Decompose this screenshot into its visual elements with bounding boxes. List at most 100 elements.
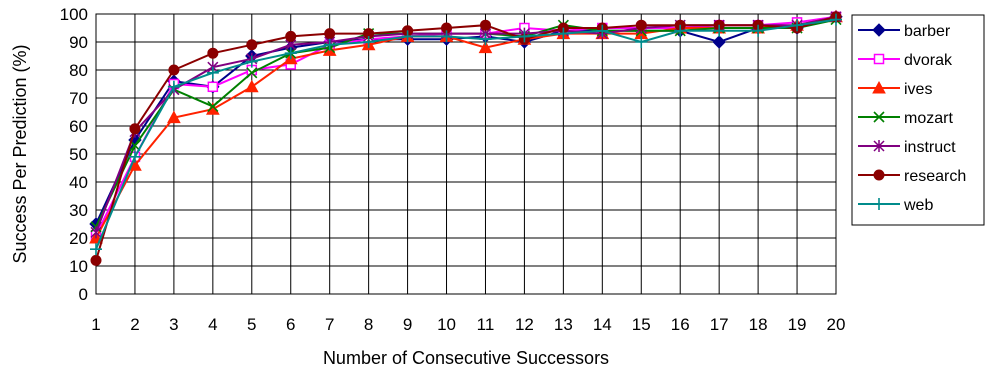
legend-marker-dvorak bbox=[873, 53, 885, 65]
legend-marker-web bbox=[873, 198, 885, 210]
x-axis-title: Number of Consecutive Successors bbox=[323, 348, 609, 368]
legend-marker-ives bbox=[872, 80, 886, 94]
legend-marker-instruct bbox=[873, 140, 885, 152]
y-tick-label: 60 bbox=[69, 117, 88, 136]
data-point-web bbox=[206, 66, 219, 79]
x-tick-label: 19 bbox=[788, 315, 807, 334]
y-axis-title: Success Per Prediction (%) bbox=[10, 44, 30, 263]
data-point-web bbox=[713, 24, 726, 37]
y-tick-label: 0 bbox=[79, 285, 88, 304]
legend-label-research: research bbox=[904, 168, 966, 185]
legend-item-web: web bbox=[858, 197, 933, 214]
legend-label-barber: barber bbox=[904, 23, 951, 40]
data-point-research bbox=[168, 64, 180, 76]
legend-marker-barber bbox=[872, 23, 886, 37]
data-point-web bbox=[323, 38, 336, 51]
data-point-web bbox=[245, 55, 258, 68]
x-axis-ticks: 1 2 3 4 5 6 7 8 9 10 11 12 13 14 15 16 17 18 19 20 bbox=[91, 315, 845, 334]
y-tick-label: 100 bbox=[60, 5, 88, 24]
legend-label-mozart: mozart bbox=[904, 110, 953, 127]
legend-item-instruct: instruct bbox=[858, 139, 956, 156]
legend-marker-research bbox=[873, 169, 885, 181]
y-tick-label: 90 bbox=[69, 33, 88, 52]
x-tick-label: 17 bbox=[710, 315, 729, 334]
data-point-research bbox=[324, 28, 336, 40]
x-tick-label: 13 bbox=[554, 315, 573, 334]
x-tick-label: 12 bbox=[515, 315, 534, 334]
data-point-mozart bbox=[207, 100, 219, 112]
x-tick-label: 20 bbox=[827, 315, 846, 334]
legend-box bbox=[851, 14, 985, 226]
data-point-research bbox=[285, 30, 297, 42]
x-tick-label: 1 bbox=[91, 315, 100, 334]
data-point-web bbox=[752, 24, 765, 37]
data-point-web bbox=[401, 30, 414, 43]
legend: barber dvorak ives mozart instruct research we… bbox=[858, 23, 966, 214]
legend-label-instruct: instruct bbox=[904, 139, 956, 156]
data-point-web bbox=[518, 30, 531, 43]
data-point-research bbox=[90, 254, 102, 266]
data-point-web bbox=[362, 36, 375, 48]
x-tick-label: 6 bbox=[286, 315, 295, 334]
data-point-web bbox=[440, 30, 453, 43]
data-point-web bbox=[479, 33, 492, 46]
data-point-dvorak bbox=[207, 81, 219, 93]
data-point-ives bbox=[478, 40, 493, 54]
x-tick-label: 14 bbox=[593, 315, 612, 334]
x-tick-label: 18 bbox=[749, 315, 768, 334]
series-line-web bbox=[95, 18, 837, 250]
series-line-research bbox=[95, 15, 837, 261]
x-tick-label: 8 bbox=[364, 315, 373, 334]
data-point-mozart bbox=[246, 67, 258, 79]
legend-label-web: web bbox=[903, 197, 933, 214]
data-point-web bbox=[635, 36, 648, 48]
x-tick-label: 7 bbox=[325, 315, 334, 334]
series-layer bbox=[89, 9, 843, 266]
data-point-web bbox=[90, 243, 102, 256]
legend-item-ives: ives bbox=[858, 80, 932, 98]
data-point-instruct bbox=[90, 226, 102, 239]
y-tick-label: 30 bbox=[69, 201, 88, 220]
y-tick-label: 20 bbox=[69, 229, 88, 248]
legend-item-barber: barber bbox=[858, 23, 951, 40]
legend-item-dvorak: dvorak bbox=[858, 52, 953, 69]
legend-marker-mozart bbox=[873, 111, 885, 123]
legend-label-ives: ives bbox=[904, 81, 932, 98]
data-point-research bbox=[479, 19, 491, 31]
x-tick-label: 9 bbox=[403, 315, 412, 334]
x-tick-label: 2 bbox=[130, 315, 139, 334]
data-point-web bbox=[830, 13, 842, 26]
y-tick-label: 70 bbox=[69, 89, 88, 108]
legend-item-research: research bbox=[858, 168, 966, 185]
data-point-web bbox=[128, 150, 141, 163]
x-tick-label: 15 bbox=[632, 315, 651, 334]
data-point-research bbox=[246, 39, 258, 51]
x-tick-label: 4 bbox=[208, 315, 217, 334]
data-point-web bbox=[557, 27, 570, 40]
y-tick-label: 40 bbox=[69, 173, 88, 192]
legend-item-mozart: mozart bbox=[858, 110, 953, 127]
y-tick-label: 10 bbox=[69, 257, 88, 276]
legend-label-dvorak: dvorak bbox=[904, 52, 953, 69]
x-tick-label: 10 bbox=[437, 315, 456, 334]
x-tick-label: 3 bbox=[169, 315, 178, 334]
x-tick-label: 11 bbox=[477, 315, 495, 334]
x-tick-label: 16 bbox=[671, 315, 690, 334]
y-axis-ticks: 0 10 20 30 40 50 60 70 80 90 100 bbox=[60, 5, 88, 304]
data-point-web bbox=[791, 19, 804, 32]
data-point-web bbox=[596, 24, 609, 37]
y-tick-label: 80 bbox=[69, 61, 88, 80]
data-point-web bbox=[674, 24, 687, 37]
data-point-web bbox=[284, 47, 297, 60]
data-point-research bbox=[129, 123, 141, 135]
data-point-research bbox=[635, 19, 647, 31]
series-web bbox=[90, 13, 842, 256]
data-point-web bbox=[167, 80, 180, 93]
data-point-research bbox=[207, 47, 219, 59]
data-point-ives bbox=[244, 79, 259, 93]
x-tick-label: 5 bbox=[247, 315, 256, 334]
data-point-ives bbox=[167, 110, 181, 124]
y-tick-label: 50 bbox=[69, 145, 88, 164]
data-point-barber bbox=[712, 35, 726, 49]
